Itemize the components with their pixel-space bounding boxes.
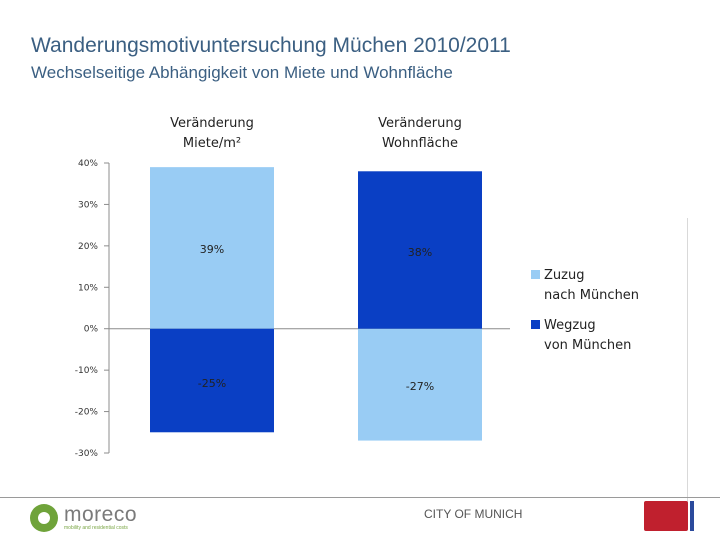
legend-label: von München [544, 338, 631, 353]
legend-label: Zuzug [544, 268, 584, 283]
legend-swatch [531, 320, 540, 329]
legend-swatch [531, 270, 540, 279]
y-tick-label: 20% [78, 242, 98, 252]
page-title: Wanderungsmotivuntersuchung Müchen 2010/… [31, 34, 511, 57]
footer-divider [0, 497, 720, 498]
legend-label: nach München [544, 288, 639, 303]
footer-city: CITY OF MUNICH [424, 507, 523, 521]
legend-label: Wegzug [544, 318, 596, 333]
category-label: Veränderung [170, 116, 254, 131]
bar [150, 167, 274, 329]
slide-rule [687, 218, 688, 518]
bar [150, 328, 274, 433]
y-tick-label: 0% [84, 325, 99, 335]
bar [358, 171, 482, 329]
y-tick-label: -10% [75, 366, 99, 376]
y-tick-label: -30% [75, 449, 99, 459]
category-label: Miete/m² [183, 136, 241, 151]
data-label: 38% [408, 246, 432, 259]
y-tick-label: 30% [78, 200, 98, 210]
page-subtitle: Wechselseitige Abhängigkeit von Miete un… [31, 63, 453, 82]
emblem-stripe [690, 501, 694, 531]
logo-tagline: mobility and residential costs [64, 525, 128, 531]
bar [358, 328, 482, 441]
y-tick-label: -20% [75, 408, 99, 418]
data-label: 39% [200, 243, 224, 256]
region-emblem-icon [644, 501, 688, 531]
category-label: Veränderung [378, 116, 462, 131]
moreco-logo-icon: moreco mobility and residential costs [30, 502, 137, 534]
y-tick-label: 40% [78, 159, 98, 169]
data-label: -27% [406, 380, 434, 393]
y-tick-label: 10% [78, 283, 98, 293]
category-label: Wohnfläche [382, 136, 458, 151]
logo-circle-icon [30, 504, 58, 532]
logo-name: moreco [64, 503, 138, 526]
data-label: -25% [198, 377, 226, 390]
